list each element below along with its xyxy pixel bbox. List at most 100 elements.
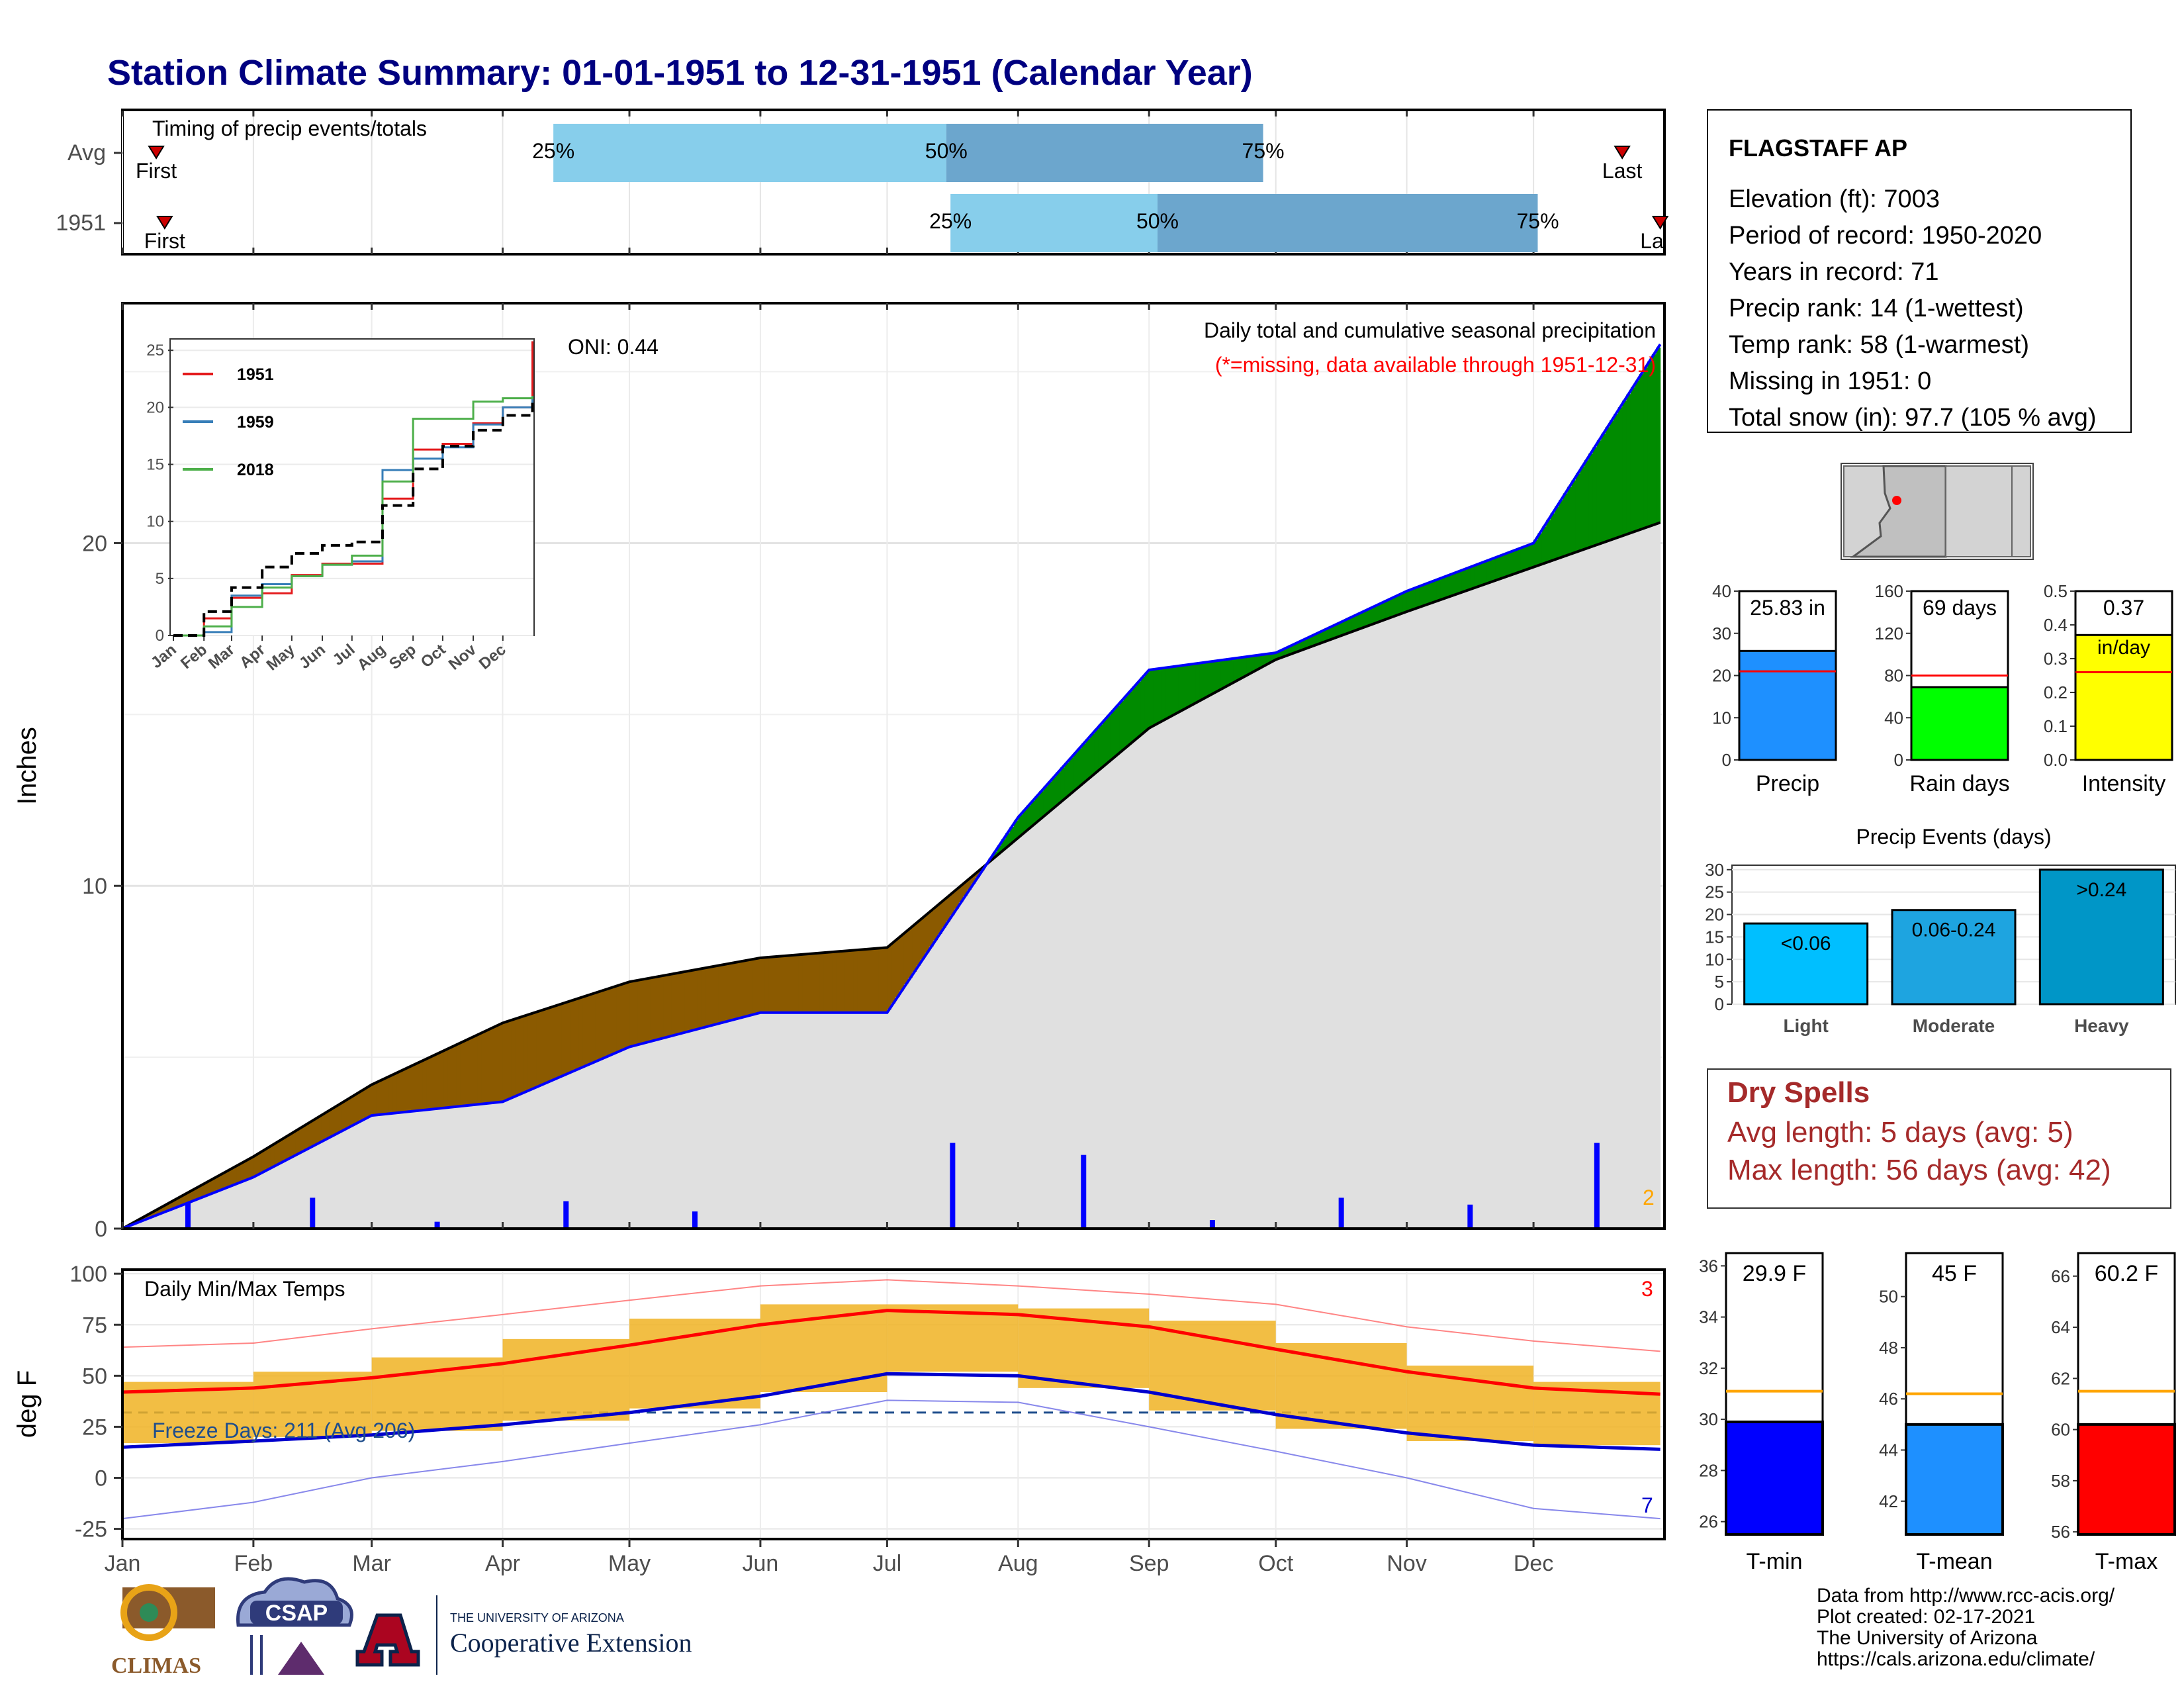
avg-fill [1339,635,1344,1229]
temp-line-avg-max [122,1309,1661,1396]
avg-fill [874,1012,880,1229]
deficit-area [768,957,774,1013]
deficit-area [671,973,676,1036]
surplus-area [1512,550,1518,574]
temp-ytick-label: 25 [82,1415,107,1440]
avg-fill [1297,651,1302,1229]
avg-fill [646,1042,651,1229]
avg-fill [1486,583,1492,1229]
avg-fill [570,1071,575,1229]
deficit-area [240,1162,246,1182]
deficit-area [866,949,871,1013]
avg-fill [1508,575,1513,1229]
surplus-area [1301,639,1306,650]
surplus-area [1144,672,1150,730]
deficit-area [181,1195,187,1205]
surplus-area [1238,657,1243,679]
deficit-area [185,1192,191,1203]
surplus-area [993,852,997,858]
deficit-area [688,970,694,1031]
surplus-area [1174,666,1179,714]
deficit-area [566,1002,571,1074]
avg-fill [473,1104,478,1229]
avg-fill [469,1105,474,1229]
temp-bar-ytick-label: 36 [1699,1256,1718,1276]
mini-bar-chart-rain-days: 0 40 80 120 160 69 days Rain days [1875,581,2010,796]
precip-ylabel: Inches [13,727,42,805]
avg-fill [1094,772,1099,1229]
temp-bar-value-label: 60.2 F [2095,1261,2158,1286]
ua-line2: Cooperative Extension [450,1628,692,1658]
surplus-area [1605,427,1610,541]
surplus-area [1385,600,1390,619]
surplus-area [1500,555,1505,579]
avg-fill [950,915,956,1229]
avg-fill [1102,765,1107,1229]
avg-fill [786,1012,791,1229]
events-bar [2038,868,2164,1006]
surplus-area [1271,653,1277,661]
surplus-area [1588,453,1594,547]
deficit-area [781,956,786,1013]
month-label: Jan [105,1551,141,1576]
avg-fill [447,1107,453,1229]
avg-fill [587,1064,592,1229]
deficit-area [726,963,731,1021]
deficit-area [257,1152,263,1174]
surplus-area [1026,805,1032,829]
surplus-area [1030,800,1036,826]
deficit-area [355,1094,360,1123]
surplus-area [1537,533,1543,565]
avg-fill [143,1219,148,1229]
avg-fill [908,978,913,1229]
deficit-area [232,1167,237,1185]
daily-precip-bar [434,1221,440,1229]
avg-fill [790,1012,795,1229]
avg-fill [1575,551,1580,1229]
avg-fill [1605,541,1610,1229]
avg-fill [988,861,993,1229]
deficit-area [697,968,702,1029]
avg-fill [380,1114,385,1229]
deficit-area [938,903,943,934]
deficit-area [549,1007,554,1081]
surplus-area [1170,667,1175,716]
logos: CLIMAS CSAP THE UNIVERSITY OF ARIZONA Co… [111,1577,692,1678]
deficit-area [511,1019,516,1098]
timing-panel: 25% 50% 75% First Last 25% 50% 75% First La Timin… [56,109,1669,256]
surplus-area [1622,400,1627,536]
deficit-area [253,1155,258,1176]
surplus-area [1575,473,1580,552]
surplus-area [1541,526,1547,564]
avg-fill [1449,596,1454,1229]
temp-bar-chart-t-max: 56 58 60 62 64 66 60.2 F T-max [2051,1252,2176,1574]
deficit-area [283,1137,288,1161]
surplus-area [1482,561,1488,585]
first-event-label: First [144,229,185,253]
deficit-area [371,1084,377,1115]
surplus-area [1199,663,1205,700]
deficit-area [655,976,660,1040]
dry-spells-box: Dry Spells Avg length: 5 days (avg: 5) M… [1707,1068,2171,1209]
avg-fill [1259,667,1264,1229]
avg-fill [1149,727,1154,1229]
avg-fill [359,1121,364,1229]
deficit-area [190,1190,195,1201]
deficit-area [164,1204,169,1211]
deficit-area [527,1013,533,1090]
mini-bar-ytick-label: 30 [1712,624,1731,643]
avg-fill [321,1141,326,1229]
deficit-area [312,1119,318,1146]
surplus-area [1208,661,1213,695]
deficit-area [148,1213,153,1218]
deficit-area [950,892,956,915]
surplus-area [1415,586,1420,608]
avg-fill [1347,632,1353,1229]
avg-fill [490,1103,495,1229]
avg-fill [1390,617,1395,1229]
avg-fill [1026,829,1032,1229]
surplus-area [1504,553,1509,577]
avg-fill [300,1152,305,1229]
inset-ytick-label: 20 [146,399,164,416]
avg-fill [1318,643,1323,1229]
